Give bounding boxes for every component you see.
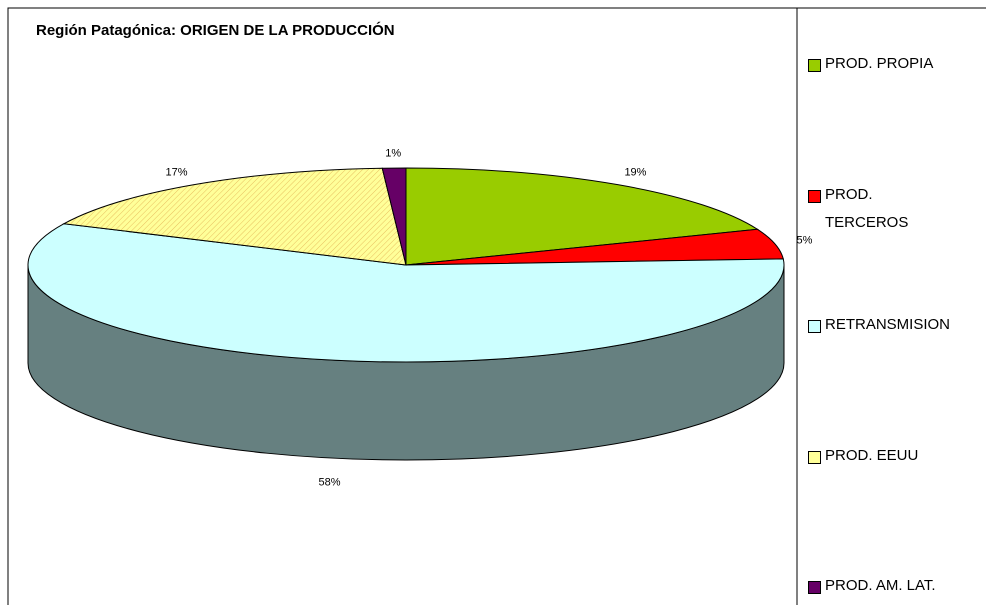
legend-label: PROD. AM. LAT. bbox=[825, 577, 936, 594]
legend-swatch bbox=[808, 320, 821, 333]
chart-title: Región Patagónica: ORIGEN DE LA PRODUCCI… bbox=[36, 21, 395, 39]
pie-slice bbox=[381, 167, 407, 266]
pie-slice bbox=[405, 167, 759, 266]
legend-swatch bbox=[808, 450, 821, 464]
legend-swatch bbox=[808, 189, 821, 203]
pie-slice bbox=[62, 167, 407, 266]
legend-item: PROD. AM. LAT. bbox=[808, 577, 950, 600]
data-label: 19% bbox=[624, 167, 646, 179]
data-label: 1% bbox=[385, 147, 401, 159]
chart-frame bbox=[7, 7, 986, 605]
legend-item: PROD. TERCEROS bbox=[808, 186, 950, 237]
legend-swatch bbox=[808, 581, 821, 594]
data-label: 5% bbox=[796, 235, 812, 247]
legend-item: RETRANSMISION bbox=[808, 316, 950, 339]
legend-label: PROD. PROPIA bbox=[825, 55, 934, 72]
legend-item: PROD. PROPIA bbox=[808, 55, 950, 78]
data-label: 58% bbox=[318, 476, 340, 488]
pie-slice bbox=[27, 223, 785, 363]
legend-label: PROD. EEUU bbox=[825, 446, 919, 464]
legend-label: PROD. TERCEROS bbox=[825, 185, 909, 231]
data-label: 17% bbox=[166, 167, 188, 179]
legend-item: PROD. EEUU bbox=[808, 447, 950, 470]
legend-label: RETRANSMISION bbox=[825, 316, 951, 333]
legend-swatch bbox=[808, 59, 821, 72]
